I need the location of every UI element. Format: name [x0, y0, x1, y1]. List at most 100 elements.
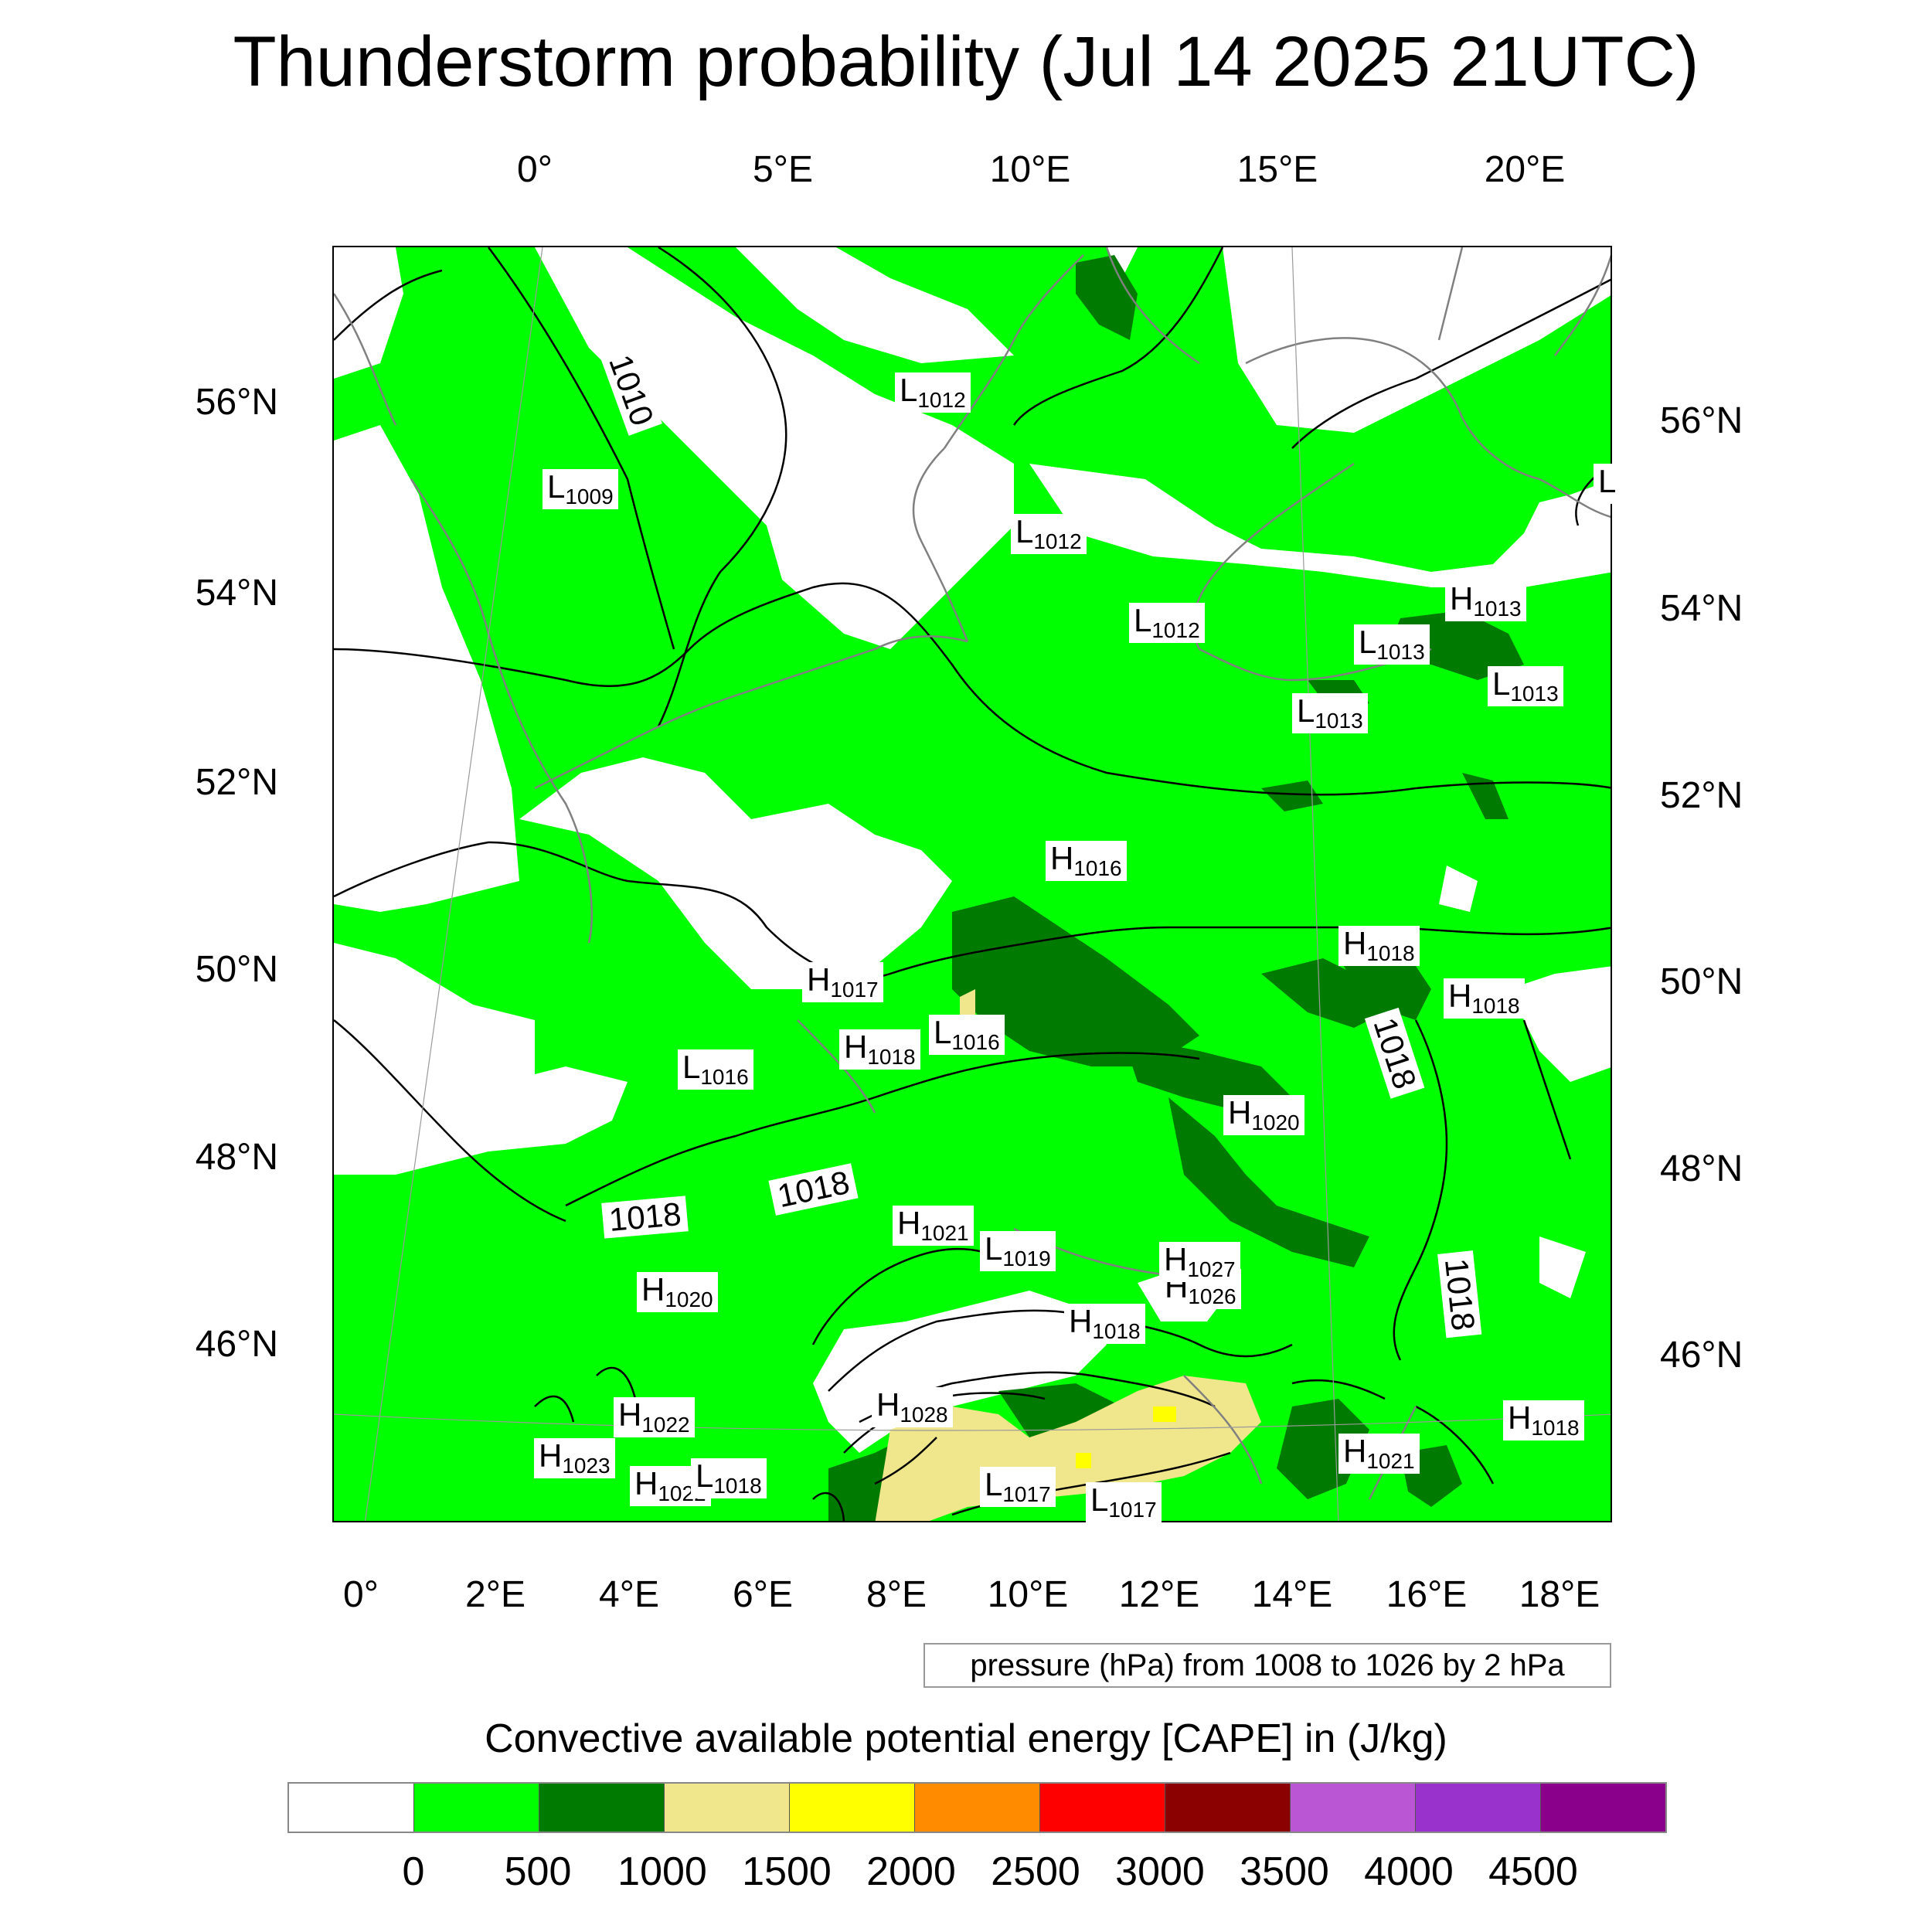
pressure-center-value: 1020	[665, 1287, 713, 1311]
high-pressure-label: H1013	[1445, 581, 1526, 621]
isobar-value-label: 1018	[601, 1196, 689, 1239]
pressure-center-value: 1027	[1187, 1257, 1236, 1281]
colorbar	[287, 1782, 1667, 1833]
colorbar-swatch	[1040, 1784, 1165, 1832]
pressure-center-type: H	[1343, 925, 1367, 961]
colorbar-swatch	[1416, 1784, 1541, 1832]
right-lat-label: 46°N	[1660, 1335, 1743, 1376]
top-lon-label: 20°E	[1484, 149, 1566, 190]
top-lon-label: 0°	[517, 149, 553, 190]
pressure-center-type: H	[539, 1437, 563, 1474]
low-pressure-label: L1013	[1292, 693, 1368, 733]
pressure-center-value: 1018	[1092, 1319, 1141, 1343]
colorbar-swatch	[539, 1784, 665, 1832]
pressure-center-type: L	[1297, 692, 1315, 729]
pressure-center-type: H	[1050, 840, 1074, 876]
pressure-center-value: 1013	[1376, 640, 1425, 664]
left-lat-label: 46°N	[195, 1324, 278, 1365]
pressure-center-value: 1009	[565, 485, 614, 509]
pressure-center-value: 1016	[951, 1030, 1000, 1054]
pressure-center-value: 1026	[1188, 1284, 1236, 1308]
left-lat-label: 50°N	[195, 949, 278, 990]
pressure-center-value: 1017	[1108, 1498, 1157, 1522]
high-pressure-label: H1023	[534, 1438, 615, 1478]
pressure-center-type: H	[1448, 978, 1472, 1014]
bottom-lon-label: 2°E	[465, 1574, 526, 1615]
right-lat-label: 56°N	[1660, 400, 1743, 441]
high-pressure-label: H1020	[637, 1272, 718, 1312]
pressure-center-type: L	[934, 1014, 952, 1050]
pressure-center-value: 1016	[700, 1065, 749, 1089]
pressure-center-type: L	[1492, 665, 1511, 702]
pressure-center-type: H	[1450, 580, 1474, 617]
pressure-center-value: 1022	[641, 1413, 690, 1437]
high-pressure-label: H1016	[1046, 841, 1127, 881]
low-pressure-label: L1016	[678, 1049, 753, 1090]
pressure-center-type: H	[807, 961, 831, 998]
high-pressure-label: H1018	[1444, 978, 1525, 1019]
low-pressure-label: L1012	[1129, 603, 1205, 643]
pressure-center-type: H	[1228, 1094, 1252, 1131]
colorbar-swatch	[1291, 1784, 1416, 1832]
pressure-center-value: 1018	[713, 1474, 762, 1498]
pressure-center-value: 1023	[562, 1454, 611, 1478]
pressure-center-type: H	[876, 1386, 900, 1423]
low-pressure-label: L	[1594, 464, 1621, 504]
pressure-center-type: H	[641, 1271, 665, 1308]
right-lat-label: 50°N	[1660, 961, 1743, 1002]
pressure-center-value: 1018	[1366, 941, 1415, 965]
pressure-center-value: 1012	[1033, 529, 1082, 553]
colorbar-tick-label: 3500	[1240, 1849, 1329, 1894]
pressure-info-box: pressure (hPa) from 1008 to 1026 by 2 hP…	[923, 1643, 1611, 1688]
map-field	[334, 247, 1611, 1521]
pressure-center-type: H	[634, 1465, 658, 1502]
colorbar-tick-label: 1000	[617, 1849, 707, 1894]
colorbar-title: Convective available potential energy [C…	[485, 1716, 1447, 1761]
top-lon-label: 5°E	[753, 149, 813, 190]
pressure-center-value: 1021	[920, 1221, 969, 1245]
colorbar-tick-label: 4000	[1364, 1849, 1454, 1894]
colorbar-swatch	[915, 1784, 1040, 1832]
right-lat-label: 52°N	[1660, 775, 1743, 816]
high-pressure-label: H1018	[839, 1029, 920, 1070]
pressure-center-value: 1017	[830, 978, 879, 1002]
high-pressure-label: H1028	[872, 1387, 953, 1427]
bottom-lon-label: 16°E	[1386, 1574, 1468, 1615]
pressure-center-value: 1016	[1073, 856, 1122, 880]
colorbar-swatch	[1541, 1784, 1665, 1832]
pressure-center-type: L	[1598, 463, 1617, 499]
low-pressure-label: L1017	[980, 1467, 1056, 1507]
bottom-lon-label: 8°E	[866, 1574, 927, 1615]
map-title: Thunderstorm probability (Jul 14 2025 21…	[233, 22, 1699, 101]
pressure-center-value: 1018	[1531, 1416, 1580, 1440]
graticule-lines	[334, 247, 1611, 1521]
cape-yellow-regions	[1076, 1406, 1176, 1468]
low-pressure-label: L1017	[1086, 1482, 1162, 1522]
pressure-center-value: 1018	[1471, 994, 1520, 1018]
bottom-lon-label: 10°E	[987, 1574, 1069, 1615]
low-pressure-label: L1009	[543, 469, 618, 509]
left-lat-label: 48°N	[195, 1137, 278, 1178]
high-pressure-label: H1017	[802, 962, 883, 1002]
pressure-center-type: L	[1134, 602, 1152, 638]
colorbar-swatch	[790, 1784, 915, 1832]
colorbar-tick-label: 1500	[742, 1849, 832, 1894]
pressure-center-type: H	[618, 1396, 642, 1433]
bottom-lon-label: 18°E	[1519, 1574, 1600, 1615]
pressure-center-value: 1013	[1510, 682, 1559, 706]
colorbar-tick-label: 500	[504, 1849, 572, 1894]
colorbar-tick-label: 2500	[991, 1849, 1080, 1894]
pressure-center-type: L	[547, 468, 566, 505]
low-pressure-label: L1018	[691, 1458, 767, 1498]
high-pressure-label: H1018	[1503, 1400, 1584, 1440]
pressure-center-value: 1013	[1473, 597, 1522, 621]
pressure-center-type: H	[1069, 1303, 1093, 1339]
left-lat-label: 54°N	[195, 573, 278, 614]
low-pressure-label: L1019	[980, 1231, 1056, 1271]
colorbar-tick-label: 4500	[1488, 1849, 1578, 1894]
map-panel	[332, 246, 1612, 1522]
pressure-center-type: L	[985, 1466, 1003, 1502]
pressure-center-value: 1012	[917, 388, 966, 412]
colorbar-swatch	[665, 1784, 790, 1832]
pressure-center-type: L	[900, 372, 918, 408]
